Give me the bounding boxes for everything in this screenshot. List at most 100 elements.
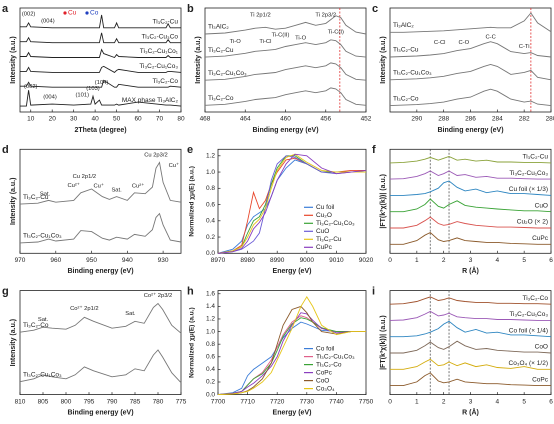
y-tick-label: 0.8 [206,341,215,348]
x-tick-label: 7710 [240,398,255,405]
series-line [390,198,552,213]
x-tick-label: 60 [134,116,142,123]
series-label: Ti₃C₂-Co [393,95,419,102]
annotation: Ti 2p1/2 [250,12,271,18]
series-label: Ti₃C₂-Co [208,95,234,102]
annotation: (004) [41,18,55,24]
x-tick-label: 1 [415,398,419,405]
x-tick-label: 790 [107,398,118,405]
annotation: Co²⁺ 2p1/2 [70,305,99,312]
x-tick-label: 7740 [329,398,344,405]
series-line [20,79,182,88]
series-line [20,48,181,59]
annotation: Cu²⁺ [132,183,144,190]
x-tick-label: 795 [84,398,95,405]
legend-label: Co [90,10,99,17]
x-tick-label: 6 [549,398,553,405]
y-tick-label: 0.4 [206,218,215,225]
series-line [390,358,551,370]
series-label: Ti₃C₂-Cu [522,154,548,161]
series-label: Ti₃C₂-Cu [152,19,178,26]
annotation: (002) [24,84,38,90]
x-axis-label: Energy (eV) [273,268,312,275]
x-axis-label: Binding energy (eV) [437,127,503,134]
x-tick-label: 940 [122,257,133,264]
x-tick-label: 20 [49,116,57,123]
plot-frame [217,290,367,396]
series-label: CoO [535,344,548,351]
x-tick-label: 464 [240,116,251,123]
panel-letter: i [372,286,375,298]
series-line [390,231,551,245]
series-line [204,15,367,35]
panel-letter: g [2,286,9,298]
series-line [389,156,552,164]
annotation: Ti-C(I) [328,30,344,36]
x-tick-label: 810 [15,398,26,405]
annotation: Cu 2p1/2 [73,174,97,180]
annotation: C-Ti [519,44,530,50]
legend-label: Ti₃C₂-Cu₁Co₃ [316,353,355,360]
series-label: Ti₃C₂-Cu₁Co₃ [23,371,62,378]
x-tick-label: 30 [70,116,78,123]
y-tick-label: 1.2 [206,316,215,323]
series-line [390,340,552,354]
y-tick-label: 0.6 [206,354,215,361]
annotation: Ti-Cl [259,39,271,45]
panel-letter: f [372,144,376,156]
x-tick-label: 7720 [270,398,285,405]
series-line [389,170,551,180]
y-axis-label: Intensity (a.u.) [10,36,17,83]
x-tick-label: 8980 [240,257,255,264]
panel-letter: h [187,286,194,298]
series-line [390,372,551,387]
series-label: Ti₃C₂-Co [152,78,178,85]
annotation: Co²⁺ 2p3/2 [144,292,173,299]
y-tick-label: 0.2 [206,379,215,386]
panel-letter: c [372,3,378,15]
annotation: Sat. [40,191,51,197]
y-tick-label: 0.4 [206,366,215,373]
x-tick-label: 280 [546,116,554,123]
plot-frame [217,148,367,254]
legend-label: Cu [68,10,77,17]
x-tick-label: 800 [61,398,72,405]
series-line [389,64,552,81]
annotation: Ti-C(II) [272,32,290,38]
series-label: Cu₂O (× 2) [517,219,548,226]
x-tick-label: 7700 [211,398,226,405]
series-label: Ti₃C₂-Co [23,322,49,329]
legend-label: CuPc [316,244,333,251]
x-tick-label: 10 [27,116,35,123]
x-tick-label: 2 [442,257,446,264]
series-line [19,302,182,334]
y-tick-label: 1.2 [206,153,215,160]
series-line [217,312,366,396]
x-tick-label: 950 [86,257,97,264]
series-label: Ti₃AlC₂ [208,24,229,31]
x-tick-label: 7750 [359,398,374,405]
series-line [217,321,366,396]
y-axis-label: Intensity (a.u.) [10,178,17,225]
series-line [204,87,367,106]
series-line [390,216,551,229]
x-tick-label: 805 [38,398,49,405]
x-axis-label: R (Å) [462,407,479,416]
x-axis-label: Binding energy (eV) [252,127,318,134]
y-axis-label: Normalized χμ(E) (a.u.) [189,307,196,378]
x-tick-label: 9020 [359,257,374,264]
annotation: Sat. [125,311,136,317]
series-label: CuPc [532,235,549,242]
legend-marker [85,11,89,15]
series-label: Ti₃C₂-Cu₃Co [142,33,179,40]
series-line [217,153,367,254]
series-line [389,310,551,321]
annotation: Sat. [38,317,49,323]
series-label: Co foil (× 1/4) [509,327,548,334]
y-axis-label: Intensity (a.u.) [10,319,17,366]
x-tick-label: 70 [156,116,164,123]
x-axis-label: Binding energy (eV) [67,268,133,275]
series-label: CuO [535,202,548,209]
series-line [19,161,182,205]
x-tick-label: 452 [361,116,372,123]
